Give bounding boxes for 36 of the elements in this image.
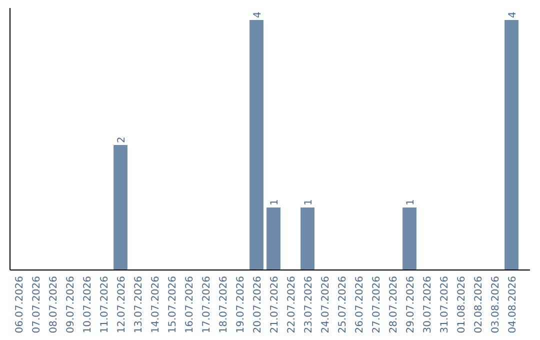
x-tick-label: 29.07.2026 (406, 276, 416, 334)
x-tick-label: 07.07.2026 (32, 276, 42, 334)
x-tick-label: 14.07.2026 (150, 276, 162, 334)
x-tick-label: 30.07.2026 (422, 276, 434, 334)
x-tick-label: 16.07.2026 (184, 276, 196, 334)
data-label: 4 (252, 12, 264, 18)
x-tick-label: 08.07.2026 (48, 276, 60, 334)
data-label: 1 (406, 199, 416, 206)
x-tick-label: 12.07.2026 (116, 276, 128, 334)
x-tick-label: 04.08.2026 (508, 276, 518, 334)
x-tick-label: 15.07.2026 (168, 276, 178, 334)
x-tick-label: 06.07.2026 (14, 276, 26, 334)
x-tick-label: 13.07.2026 (134, 276, 144, 334)
x-tick-label: 02.08.2026 (474, 276, 484, 334)
x-tick-label: 09.07.2026 (66, 276, 76, 334)
x-tick-label: 25.07.2026 (338, 276, 348, 334)
x-tick-label: 18.07.2026 (218, 276, 230, 334)
data-label: 2 (116, 136, 128, 143)
data-label: 1 (270, 199, 280, 206)
x-tick-label: 31.07.2026 (440, 276, 450, 334)
x-tick-label: 26.07.2026 (354, 276, 366, 334)
x-tick-label: 19.07.2026 (236, 276, 246, 334)
x-tick-label: 23.07.2026 (304, 276, 314, 334)
x-tick-label: 24.07.2026 (320, 276, 332, 334)
x-tick-label: 01.08.2026 (456, 276, 468, 334)
x-tick-label: 17.07.2026 (202, 276, 212, 334)
x-tick-label: 28.07.2026 (388, 276, 400, 334)
x-tick-label: 11.07.2026 (100, 276, 110, 334)
x-tick-label: 22.07.2026 (286, 276, 298, 334)
x-tick-label: 21.07.2026 (270, 276, 280, 334)
x-tick-label: 20.07.2026 (252, 276, 264, 334)
x-tick-label: 10.07.2026 (82, 276, 94, 334)
data-label: 4 (508, 12, 518, 18)
x-tick-label: 27.07.2026 (372, 276, 382, 334)
data-label: 1 (304, 199, 314, 206)
x-tick-label: 03.08.2026 (490, 276, 502, 334)
